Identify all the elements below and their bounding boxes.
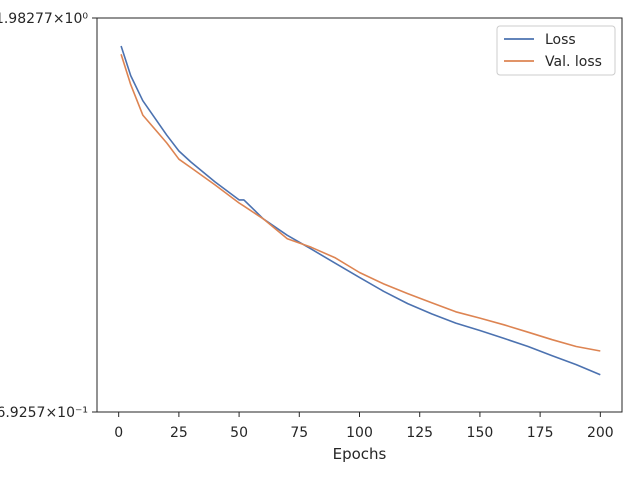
legend-label: Val. loss	[545, 54, 602, 70]
x-axis-label: Epochs	[333, 445, 387, 463]
x-tick-label: 100	[346, 425, 373, 441]
x-axis-ticks: 0 25 50 75 100 125 150 175 200	[114, 412, 614, 441]
x-tick-label: 0	[114, 425, 123, 441]
series-line-2	[120, 53, 601, 352]
x-tick-label: 175	[527, 425, 554, 441]
y-tick-label: 1.98277×10⁰	[0, 11, 88, 27]
y-tick-label: 6.9257×10⁻¹	[0, 405, 88, 421]
x-tick-label: 50	[230, 425, 248, 441]
y-axis-ticks: 6.9257×10⁻¹ 1.98277×10⁰	[0, 11, 97, 421]
plot-lines	[120, 45, 601, 376]
x-tick-label: 125	[406, 425, 433, 441]
legend: Loss Val. loss	[496, 25, 616, 76]
x-tick-label: 200	[587, 425, 614, 441]
x-tick-label: 25	[170, 425, 188, 441]
legend-label: Loss	[545, 32, 576, 48]
x-tick-label: 150	[467, 425, 494, 441]
series-line-1	[120, 45, 601, 376]
x-tick-label: 75	[290, 425, 308, 441]
